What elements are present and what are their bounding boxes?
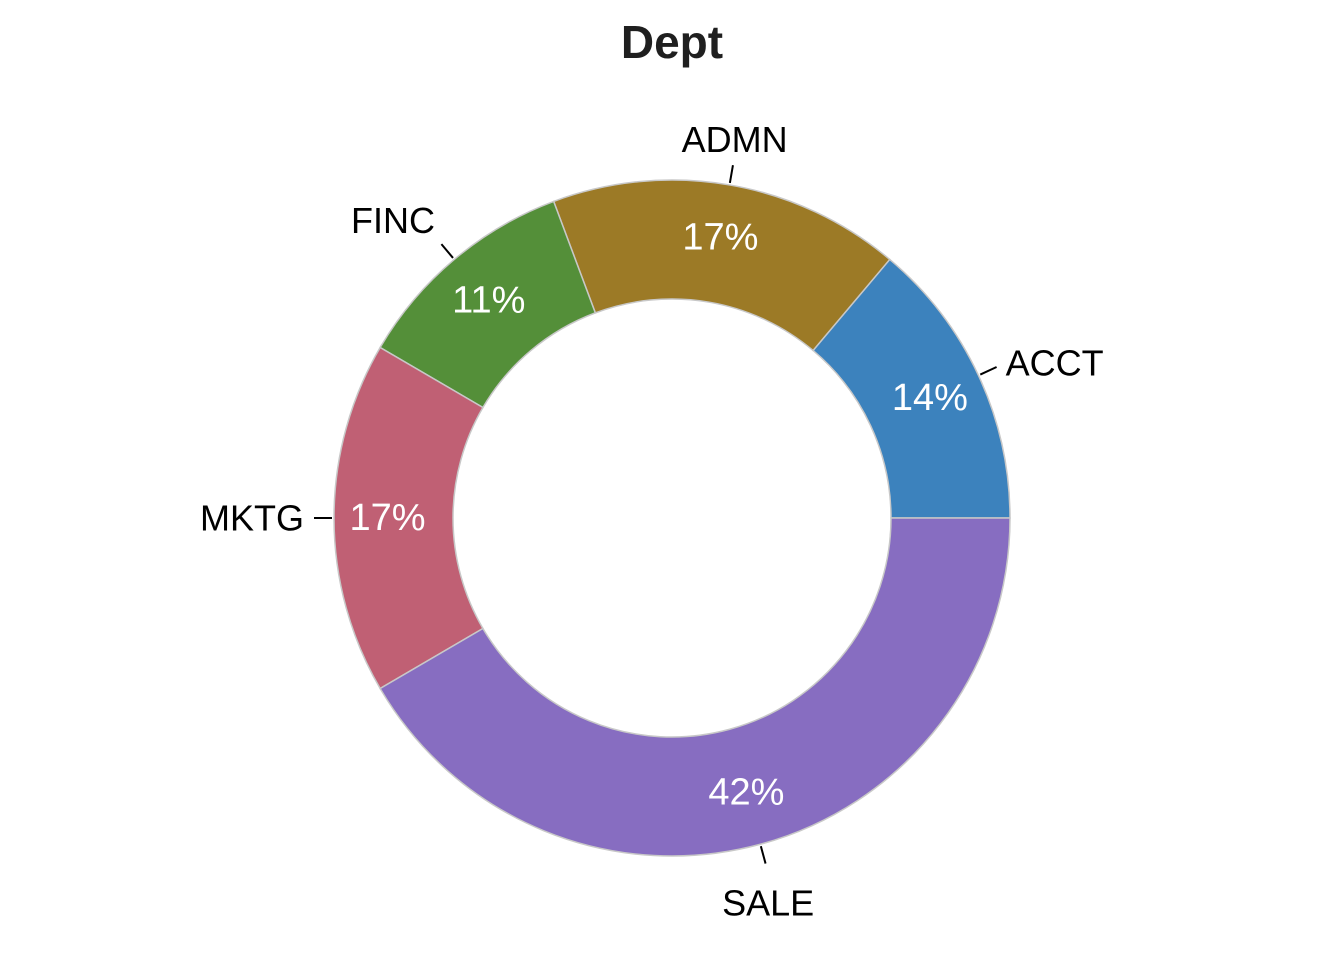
percent-label-admn: 17% [682, 217, 758, 259]
percent-label-sale: 42% [708, 772, 784, 814]
leader-line-finc [440, 243, 454, 259]
category-label-admn: ADMN [682, 119, 788, 160]
leader-line-sale [759, 845, 767, 864]
category-label-acct: ACCT [1006, 342, 1104, 383]
percent-label-mktg: 17% [349, 497, 425, 539]
category-label-mktg: MKTG [200, 498, 304, 539]
slice-admn [552, 179, 891, 352]
leader-line-acct [979, 366, 998, 376]
slice-sale [379, 517, 1011, 857]
slice-mktg [333, 346, 484, 690]
percent-label-acct: 14% [892, 377, 968, 419]
chart-title: Dept [621, 16, 723, 68]
category-label-sale: SALE [722, 883, 814, 924]
leader-line-admn [728, 165, 734, 184]
chart-labels: 14% ACCT 17% ADMN 11% FINC 17% MKTG 42% SALE [200, 119, 1104, 924]
donut-slices [333, 179, 1011, 857]
category-label-finc: FINC [351, 200, 435, 241]
percent-label-finc: 11% [452, 279, 525, 321]
